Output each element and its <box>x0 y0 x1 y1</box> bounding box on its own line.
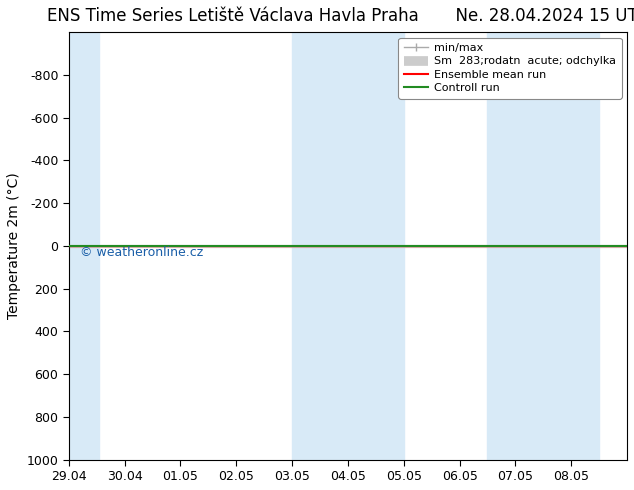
Bar <box>543 32 599 460</box>
Text: © weatheronline.cz: © weatheronline.cz <box>80 246 204 259</box>
Bar <box>488 32 543 460</box>
Y-axis label: Temperature 2m (°C): Temperature 2m (°C) <box>7 172 21 319</box>
Bar <box>348 32 404 460</box>
Legend: min/max, Sm  283;rodatn  acute; odchylka, Ensemble mean run, Controll run: min/max, Sm 283;rodatn acute; odchylka, … <box>398 38 621 98</box>
Bar <box>69 32 100 460</box>
Title: ENS Time Series Letiště Václava Havla Praha       Ne. 28.04.2024 15 UTC: ENS Time Series Letiště Václava Havla Pr… <box>48 7 634 25</box>
Bar <box>292 32 348 460</box>
